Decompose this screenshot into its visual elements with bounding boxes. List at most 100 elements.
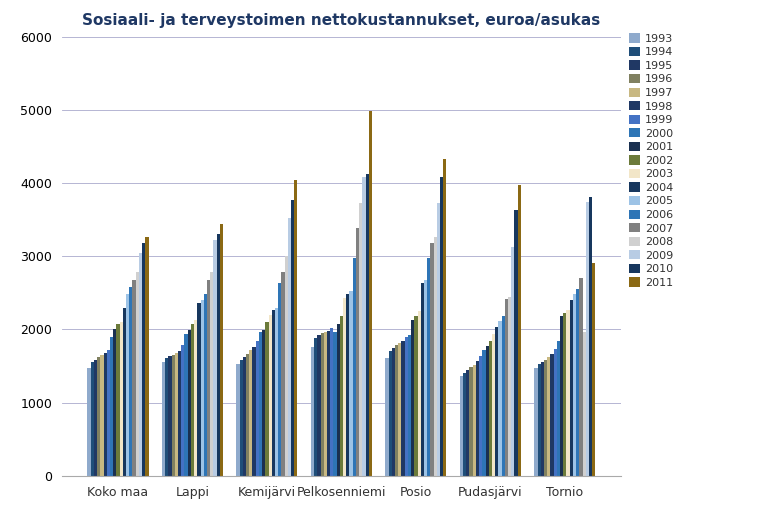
Bar [466, 370, 469, 476]
Bar [544, 359, 547, 476]
Bar [327, 331, 331, 476]
Bar [570, 300, 573, 476]
Bar [560, 315, 563, 476]
Bar [265, 322, 268, 476]
Bar [404, 337, 408, 476]
Bar [392, 348, 395, 476]
Bar [408, 335, 411, 476]
Bar [518, 185, 521, 476]
Bar [168, 356, 171, 476]
Title: Sosiaali- ja terveystoimen nettokustannukset, euroa/asukas: Sosiaali- ja terveystoimen nettokustannu… [82, 14, 601, 28]
Bar [220, 224, 223, 476]
Bar [249, 350, 252, 476]
Bar [547, 357, 550, 476]
Bar [256, 341, 259, 476]
Bar [100, 355, 103, 476]
Bar [178, 351, 182, 476]
Bar [538, 364, 541, 476]
Bar [291, 200, 294, 476]
Bar [272, 311, 275, 476]
Bar [175, 353, 178, 476]
Bar [395, 345, 398, 476]
Bar [541, 362, 544, 476]
Bar [314, 338, 317, 476]
Bar [262, 330, 265, 476]
Bar [88, 368, 91, 476]
Bar [343, 298, 346, 476]
Bar [460, 377, 463, 476]
Bar [483, 350, 486, 476]
Bar [417, 311, 421, 476]
Bar [583, 332, 586, 476]
Bar [592, 263, 595, 476]
Bar [123, 308, 126, 476]
Bar [431, 243, 434, 476]
Bar [437, 203, 440, 476]
Bar [246, 355, 249, 476]
Bar [573, 293, 576, 476]
Bar [434, 236, 437, 476]
Bar [259, 332, 262, 476]
Bar [365, 174, 369, 476]
Bar [479, 356, 483, 476]
Bar [97, 357, 100, 476]
Bar [495, 326, 498, 476]
Bar [317, 335, 320, 476]
Bar [182, 345, 185, 476]
Bar [240, 359, 243, 476]
Legend: 1993, 1994, 1995, 1996, 1997, 1998, 1999, 2000, 2001, 2002, 2003, 2004, 2005, 20: 1993, 1994, 1995, 1996, 1997, 1998, 1999… [629, 33, 673, 288]
Bar [440, 177, 443, 476]
Bar [511, 247, 514, 476]
Bar [514, 210, 518, 476]
Bar [424, 280, 427, 476]
Bar [489, 341, 492, 476]
Bar [411, 320, 414, 476]
Bar [563, 313, 566, 476]
Bar [586, 202, 589, 476]
Bar [550, 354, 553, 476]
Bar [340, 316, 343, 476]
Bar [421, 283, 424, 476]
Bar [498, 322, 501, 476]
Bar [414, 316, 417, 476]
Bar [217, 234, 220, 476]
Bar [194, 320, 197, 476]
Bar [576, 289, 580, 476]
Bar [356, 229, 359, 476]
Bar [285, 256, 288, 476]
Bar [369, 110, 372, 476]
Bar [210, 271, 213, 476]
Bar [294, 180, 297, 476]
Bar [486, 346, 489, 476]
Bar [553, 348, 557, 476]
Bar [191, 324, 194, 476]
Bar [535, 368, 538, 476]
Bar [427, 258, 431, 476]
Bar [566, 311, 570, 476]
Bar [162, 362, 165, 476]
Bar [243, 357, 246, 476]
Bar [126, 294, 130, 476]
Bar [282, 272, 285, 476]
Bar [359, 203, 362, 476]
Bar [473, 366, 476, 476]
Bar [389, 351, 392, 476]
Bar [252, 347, 256, 476]
Bar [268, 315, 272, 476]
Bar [200, 300, 204, 476]
Bar [557, 341, 560, 476]
Bar [103, 353, 107, 476]
Bar [469, 367, 473, 476]
Bar [288, 218, 291, 476]
Bar [349, 291, 352, 476]
Bar [94, 359, 97, 476]
Bar [188, 330, 191, 476]
Bar [398, 344, 401, 476]
Bar [346, 294, 349, 476]
Bar [213, 240, 217, 476]
Bar [133, 280, 136, 476]
Bar [275, 308, 279, 476]
Bar [311, 347, 314, 476]
Bar [197, 303, 200, 476]
Bar [463, 373, 466, 476]
